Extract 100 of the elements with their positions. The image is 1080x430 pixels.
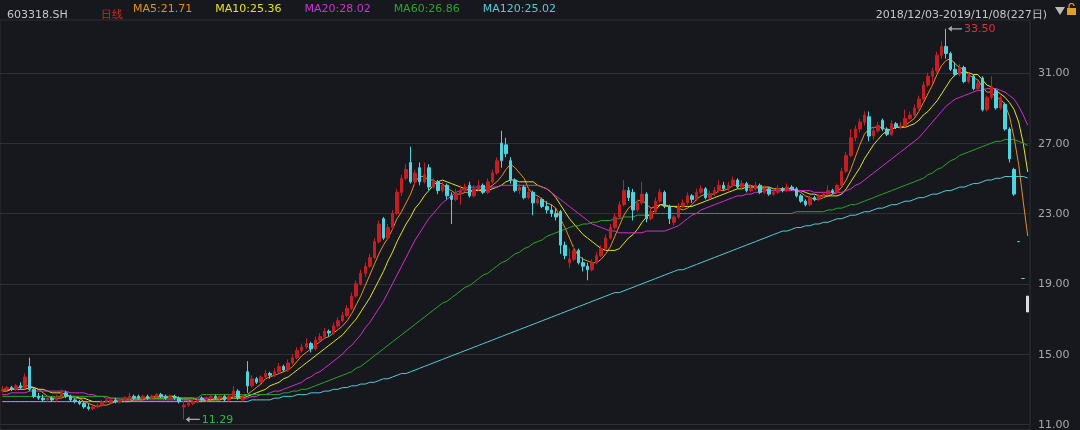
candlestick (46, 395, 49, 403)
candlestick (182, 399, 186, 420)
candlestick (663, 190, 666, 209)
candlestick (191, 399, 195, 406)
candlestick (867, 110, 871, 142)
candlestick (999, 95, 1002, 111)
candlestick (413, 168, 417, 186)
y-tick-label: 15.00 (1038, 347, 1070, 361)
candlestick (282, 364, 285, 373)
candlestick (141, 394, 145, 401)
candlestick (645, 191, 648, 223)
candlestick (91, 404, 95, 411)
candlestick (894, 121, 898, 130)
candlestick (736, 177, 739, 190)
candlestick (427, 163, 431, 192)
candlestick (55, 394, 58, 403)
candlestick (436, 179, 440, 195)
candlestick (150, 394, 154, 401)
candlestick (967, 72, 970, 84)
candlestick (704, 186, 707, 200)
candlestick (976, 79, 980, 91)
candlestick (241, 394, 245, 403)
text: MA5:21.71 (133, 2, 193, 15)
annotation: 11.29 (201, 412, 234, 426)
candlestick (763, 184, 766, 195)
candlestick (268, 371, 272, 380)
candlestick (527, 188, 530, 200)
candlestick (745, 181, 748, 193)
candlestick (981, 75, 984, 112)
candlestick (60, 388, 63, 399)
candlestick (5, 385, 9, 392)
candlestick (432, 177, 435, 190)
candlestick (781, 186, 784, 193)
candlestick (441, 181, 444, 193)
candlestick (826, 184, 830, 197)
candlestick (758, 183, 762, 195)
candlestick (14, 383, 18, 392)
candlestick (831, 188, 834, 195)
candlestick (731, 176, 735, 188)
candlestick (962, 65, 966, 84)
candlestick (423, 161, 426, 185)
candlestick (305, 337, 308, 350)
y-tick-label: 27.00 (1038, 136, 1070, 150)
candlestick (740, 179, 744, 190)
text: MA120:25.02 (482, 2, 557, 15)
candlestick (722, 181, 725, 192)
candlestick (250, 374, 254, 389)
candlestick (468, 181, 471, 199)
candlestick (817, 193, 821, 202)
candlestick (481, 183, 485, 195)
annotation: 2018/12/03-2019/11/08(227日) (875, 8, 1048, 21)
candlestick (749, 184, 753, 193)
candlestick (64, 390, 68, 399)
candlestick (813, 195, 816, 202)
candlestick (531, 190, 535, 216)
candlestick (668, 204, 671, 225)
candlestick (259, 374, 263, 385)
y-tick-label: 31.00 (1038, 66, 1070, 80)
candlestick (454, 188, 458, 202)
candlestick (277, 362, 281, 374)
candlestick (327, 329, 331, 338)
candlestick (309, 341, 313, 353)
chart-title: 603318.SH (7, 8, 68, 21)
candlestick (19, 381, 22, 390)
candlestick (23, 373, 27, 390)
candlestick (1026, 295, 1029, 313)
candlestick (109, 397, 113, 404)
candlestick (10, 385, 13, 392)
text: MA20:28.02 (304, 2, 371, 15)
candlestick (209, 394, 213, 401)
text: MA60:26.86 (393, 2, 460, 15)
candlestick (218, 394, 222, 401)
candlestick (708, 190, 712, 200)
candlestick (631, 188, 635, 221)
candlestick (776, 184, 780, 195)
candlestick (409, 146, 412, 185)
candlestick (785, 183, 789, 193)
candlestick (808, 195, 812, 207)
candlestick (536, 195, 539, 206)
candlestick (518, 183, 521, 195)
candlestick (717, 179, 721, 193)
candlestick (890, 119, 893, 137)
line-series (1, 139, 1029, 399)
candlestick (286, 358, 290, 373)
candlestick (767, 186, 771, 197)
candlestick (418, 161, 421, 186)
candlestick (690, 193, 694, 204)
candlestick (522, 184, 526, 200)
y-tick-label: 19.00 (1038, 277, 1070, 291)
y-tick-label: 11.00 (1038, 418, 1070, 430)
chart-subtitle: 日线 (101, 8, 123, 21)
y-tick-label: 23.00 (1038, 206, 1070, 220)
candlestick (382, 216, 385, 241)
candlestick (255, 376, 258, 385)
candlestick (168, 394, 172, 401)
candlestick (100, 399, 104, 408)
candlestick (994, 88, 998, 111)
candlestick (972, 74, 975, 91)
text: MA10:25.36 (215, 2, 282, 15)
candlestick (246, 360, 249, 394)
